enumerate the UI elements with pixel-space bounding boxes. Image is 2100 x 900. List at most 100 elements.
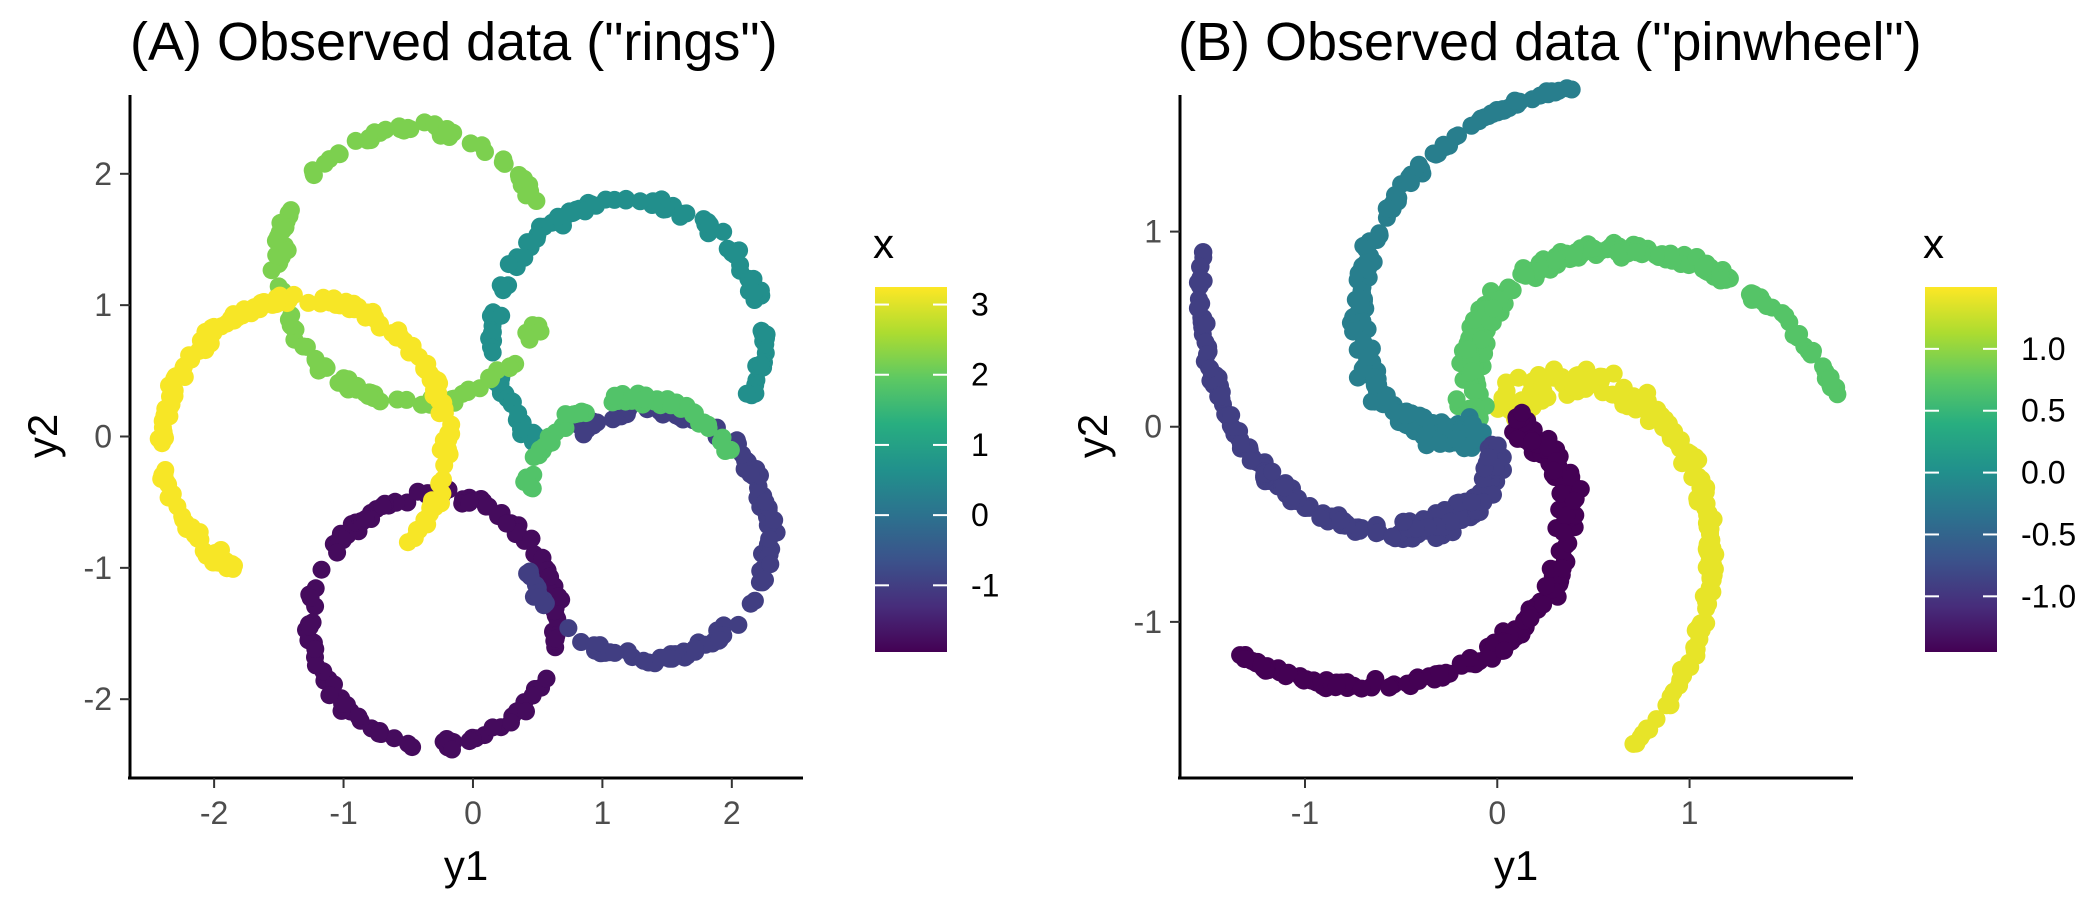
data-point (524, 448, 543, 466)
data-point (522, 529, 541, 548)
data-point (168, 497, 187, 516)
data-point (312, 560, 331, 579)
data-point (1252, 657, 1271, 675)
data-point (306, 656, 325, 675)
data-point (634, 651, 653, 670)
data-point (479, 497, 498, 516)
data-point (1512, 403, 1531, 422)
x-axis: -1 0 1 (1178, 776, 1853, 831)
data-point (585, 636, 604, 655)
data-point (716, 442, 735, 460)
data-point (726, 242, 745, 261)
data-point (1449, 493, 1468, 512)
data-point (737, 384, 756, 403)
data-point (1447, 390, 1466, 409)
data-point (502, 713, 520, 732)
scatter-points (1188, 79, 1847, 753)
panel-rings: (A) Observed data ("rings") -2 -1 0 1 2 -2 -1… (19, 12, 999, 889)
data-point (1557, 506, 1576, 525)
data-point (605, 643, 624, 662)
data-point (481, 370, 500, 389)
data-point (617, 189, 635, 208)
data-point (635, 390, 654, 409)
panel-pinwheel: (B) Observed data ("pinwheel") -1 0 1 -1 0 1… (1069, 12, 2076, 889)
data-point (1508, 429, 1527, 448)
data-point (262, 261, 281, 280)
y-tick-label: 1 (94, 287, 112, 323)
data-point (1803, 344, 1822, 363)
data-point (1479, 448, 1498, 467)
data-point (166, 367, 185, 386)
colorbar-ticks: -1.0 -0.5 0.0 0.5 1.0 (1925, 331, 2076, 614)
data-point (1311, 508, 1330, 527)
data-point (356, 509, 375, 528)
data-point (1581, 370, 1600, 389)
data-point (299, 293, 318, 312)
data-point (1359, 347, 1378, 366)
data-point (1640, 720, 1659, 739)
data-point (435, 400, 454, 418)
data-point (320, 686, 339, 705)
data-point (1564, 491, 1583, 510)
data-point (1414, 427, 1433, 446)
data-point (745, 283, 764, 302)
data-point (605, 386, 624, 405)
x-tick-label: -2 (200, 795, 228, 831)
data-point (1198, 345, 1216, 364)
x-tick-label: 1 (1681, 795, 1699, 831)
chart-title: (B) Observed data ("pinwheel") (1178, 12, 1922, 72)
data-point (765, 511, 784, 530)
data-point (509, 404, 528, 423)
data-point (349, 707, 368, 726)
data-point (1235, 650, 1254, 669)
x-tick-label: 0 (1488, 795, 1506, 831)
data-point (1564, 246, 1583, 265)
data-point (458, 383, 477, 401)
data-point (517, 470, 536, 489)
data-point (251, 297, 270, 316)
data-point (1701, 568, 1720, 587)
data-point (157, 472, 176, 491)
data-point (1275, 478, 1294, 497)
data-point (1614, 378, 1633, 397)
data-point (559, 619, 578, 638)
data-point (1222, 406, 1241, 425)
data-point (1351, 289, 1369, 308)
data-point (273, 221, 292, 240)
data-point (518, 233, 537, 252)
data-point (483, 343, 502, 362)
data-point (395, 331, 414, 350)
colorbar-tick-label: 0.0 (2021, 455, 2065, 491)
data-point (1776, 306, 1795, 325)
y-axis-label: y2 (19, 414, 66, 458)
data-point (1562, 80, 1581, 99)
data-point (301, 588, 320, 607)
data-point (562, 203, 581, 222)
data-point (182, 350, 201, 369)
data-point (1380, 678, 1399, 697)
data-point (761, 555, 780, 574)
data-point (710, 631, 729, 649)
data-point (408, 482, 427, 501)
data-point (741, 465, 760, 484)
data-point (1544, 461, 1563, 480)
data-point (385, 729, 404, 748)
data-point (1358, 260, 1377, 279)
x-tick-label: 0 (464, 795, 482, 831)
data-point (151, 428, 170, 447)
data-point (618, 642, 637, 661)
data-point (1465, 422, 1484, 441)
data-point (517, 702, 535, 721)
data-point (1554, 523, 1573, 542)
data-point (699, 419, 718, 438)
data-point (1706, 545, 1725, 564)
data-point (1688, 492, 1707, 511)
data-point (376, 120, 395, 139)
data-point (213, 554, 232, 573)
data-point (300, 617, 319, 636)
data-point (1367, 231, 1386, 249)
colorbar-tick-label: -1 (971, 567, 999, 603)
data-point (714, 222, 733, 241)
data-point (677, 204, 696, 223)
